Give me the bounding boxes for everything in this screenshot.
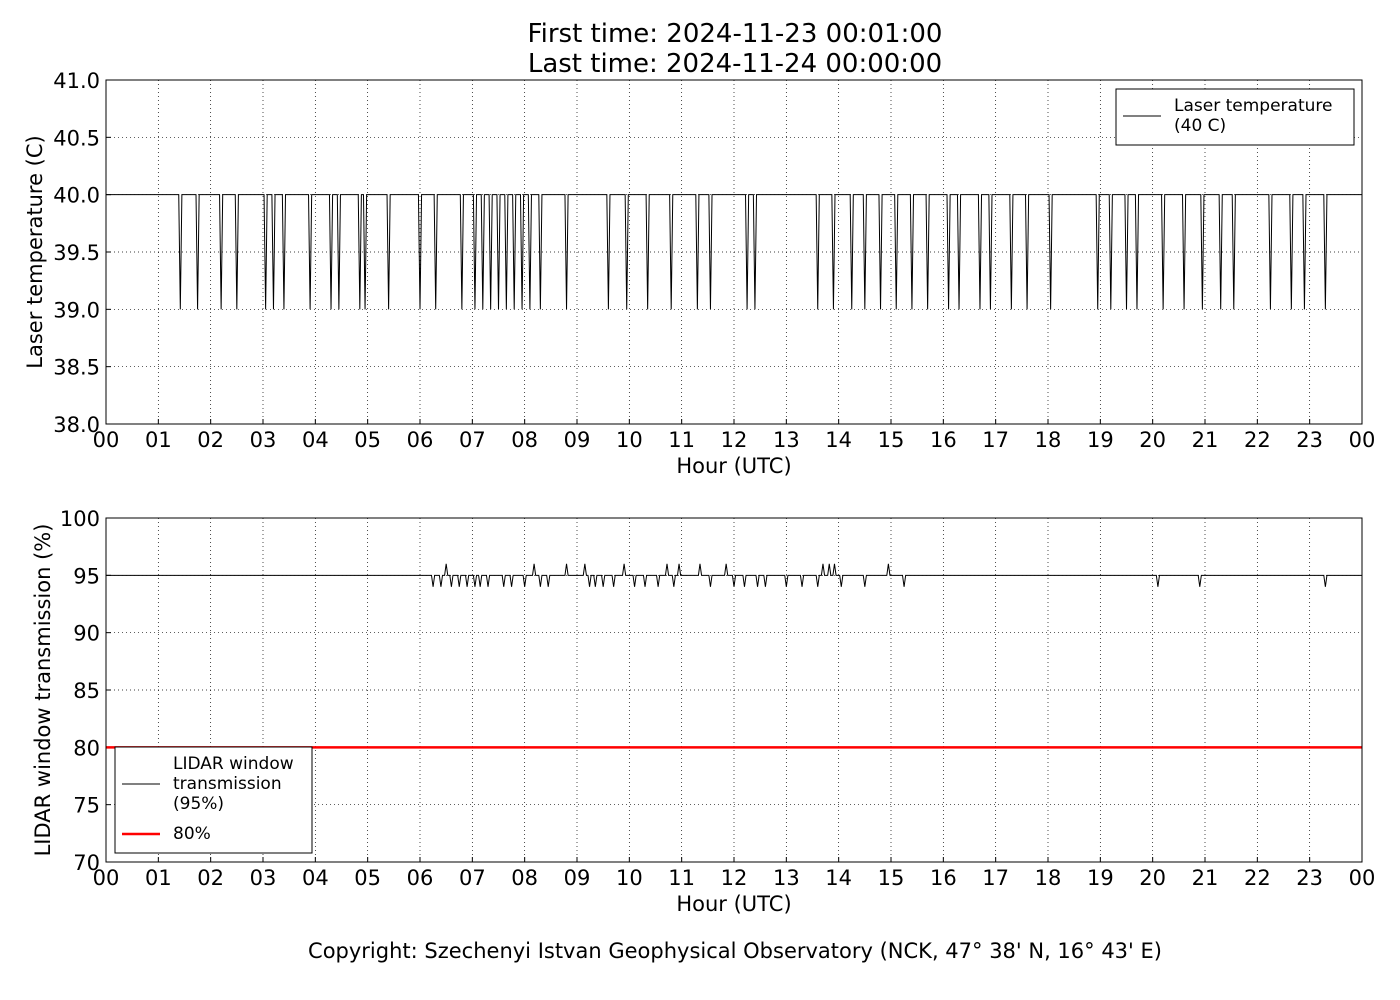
x-tick-label: 21: [1192, 428, 1219, 452]
y-tick-label: 38.0: [53, 413, 100, 437]
x-tick-label: 00: [93, 866, 120, 890]
y-tick-label: 80: [73, 736, 100, 760]
footer: Copyright: Szechenyi Istvan Geophysical …: [308, 939, 1162, 963]
x-tick-label: 11: [668, 428, 695, 452]
title-line: Last time: 2024-11-24 00:00:00: [528, 49, 942, 79]
legend-label: 80%: [173, 824, 211, 844]
legend-box: [114, 746, 313, 854]
x-tick-label: 10: [616, 428, 643, 452]
y-axis-label: LIDAR window transmission (%): [31, 524, 55, 857]
x-tick-label: 17: [982, 428, 1009, 452]
x-tick-label: 05: [354, 428, 381, 452]
legend-label: Laser temperature (40 C): [1174, 96, 1332, 136]
x-tick-label: 05: [354, 866, 381, 890]
x-tick-label: 16: [930, 428, 957, 452]
y-axis-label: Laser temperature (C): [23, 135, 47, 368]
x-tick-label: 15: [878, 428, 905, 452]
legend: Laser temperature (40 C): [1115, 88, 1355, 146]
y-tick-label: 39.5: [53, 241, 100, 265]
x-tick-label: 09: [564, 428, 591, 452]
y-tick-label: 75: [73, 794, 100, 818]
x-tick-label: 16: [930, 866, 957, 890]
x-tick-label: 04: [302, 866, 329, 890]
plot-frame: [105, 517, 1363, 863]
x-tick-label: 04: [302, 428, 329, 452]
x-tick-label: 12: [721, 866, 748, 890]
x-tick-label: 22: [1244, 428, 1271, 452]
x-tick-label: 03: [250, 428, 277, 452]
x-tick-label: 14: [825, 428, 852, 452]
x-tick-label: 23: [1296, 428, 1323, 452]
x-tick-label: 08: [511, 866, 538, 890]
x-tick-label: 19: [1087, 866, 1114, 890]
series-line: [106, 563, 1362, 587]
x-tick-label: 11: [668, 866, 695, 890]
legend-box: [1115, 88, 1355, 146]
series-line: [106, 194, 1362, 310]
y-tick-label: 85: [73, 679, 100, 703]
legend: LIDAR window transmission (95%) 80%: [114, 746, 313, 854]
x-tick-label: 00: [1349, 428, 1376, 452]
x-tick-label: 13: [773, 866, 800, 890]
title-line: First time: 2024-11-23 00:01:00: [528, 19, 943, 49]
x-tick-label: 07: [459, 428, 486, 452]
x-tick-label: 10: [616, 866, 643, 890]
y-tick-label: 39.0: [53, 298, 100, 322]
x-tick-label: 22: [1244, 866, 1271, 890]
y-tick-label: 90: [73, 622, 100, 646]
x-tick-label: 14: [825, 866, 852, 890]
x-tick-label: 18: [1035, 428, 1062, 452]
x-tick-label: 21: [1192, 866, 1219, 890]
x-tick-label: 08: [511, 428, 538, 452]
legend-label: LIDAR window transmission (95%): [173, 754, 294, 814]
y-tick-label: 40.5: [53, 126, 100, 150]
x-tick-label: 09: [564, 866, 591, 890]
y-tick-label: 38.5: [53, 356, 100, 380]
x-tick-label: 13: [773, 428, 800, 452]
plot-frame: [105, 79, 1363, 425]
x-tick-label: 20: [1139, 428, 1166, 452]
x-tick-label: 17: [982, 866, 1009, 890]
y-tick-label: 70: [73, 851, 100, 875]
y-tick-label: 100: [60, 507, 100, 531]
x-tick-label: 20: [1139, 866, 1166, 890]
x-tick-label: 18: [1035, 866, 1062, 890]
x-tick-label: 03: [250, 866, 277, 890]
x-tick-label: 02: [197, 866, 224, 890]
x-tick-label: 00: [1349, 866, 1376, 890]
x-tick-label: 01: [145, 428, 172, 452]
x-tick-label: 15: [878, 866, 905, 890]
y-tick-label: 41.0: [53, 69, 100, 93]
x-tick-label: 07: [459, 866, 486, 890]
x-tick-label: 01: [145, 866, 172, 890]
x-tick-label: 19: [1087, 428, 1114, 452]
x-tick-label: 06: [407, 866, 434, 890]
y-tick-label: 40.0: [53, 184, 100, 208]
x-axis-label: Hour (UTC): [676, 892, 791, 916]
x-tick-label: 02: [197, 428, 224, 452]
x-tick-label: 00: [93, 428, 120, 452]
y-tick-label: 95: [73, 564, 100, 588]
x-tick-label: 23: [1296, 866, 1323, 890]
x-tick-label: 12: [721, 428, 748, 452]
x-axis-label: Hour (UTC): [676, 454, 791, 478]
x-tick-label: 06: [407, 428, 434, 452]
